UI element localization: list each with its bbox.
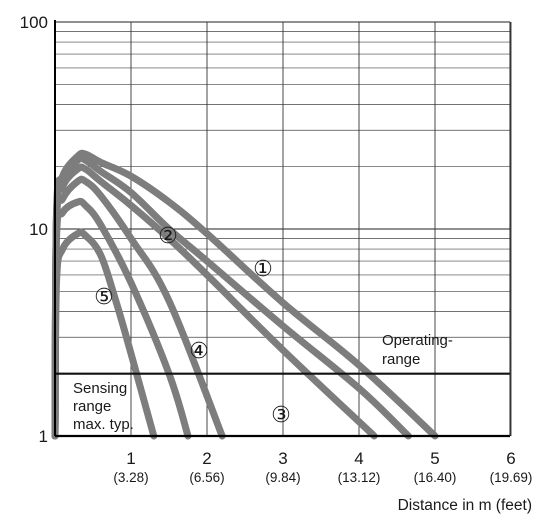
- curve-5: [51, 197, 192, 440]
- curve-label-2: ②: [158, 224, 178, 249]
- x-tick-sublabel: (16.40): [414, 470, 457, 485]
- curve-label-4: ④: [189, 339, 209, 364]
- x-tick-sublabel: (19.69): [490, 470, 533, 485]
- y-tick-label: 1: [39, 427, 48, 446]
- x-tick-sublabel: (9.84): [265, 470, 300, 485]
- x-tick-label: 1: [126, 449, 135, 468]
- curves: [51, 149, 439, 440]
- axes: [54, 20, 511, 438]
- y-tick-label: 10: [29, 220, 48, 239]
- curve-label-1: ①: [253, 257, 273, 282]
- sensing-range-line-2: range: [73, 398, 111, 415]
- curve-label-5: ⑤: [94, 285, 114, 310]
- x-tick-label: 4: [354, 449, 363, 468]
- curve-labels: ① ② ③ ④ ⑤: [94, 224, 291, 428]
- x-tick-label: 6: [506, 449, 515, 468]
- x-tick-label: 3: [278, 449, 287, 468]
- x-tick-label: 2: [202, 449, 211, 468]
- sensing-range-line-1: Sensing: [73, 380, 127, 397]
- curve-6: [51, 228, 158, 440]
- curve-label-3: ③: [271, 403, 291, 428]
- sensing-range-line-3: max. typ.: [73, 416, 134, 433]
- x-tick-labels: 1 (3.28) 2 (6.56) 3 (9.84) 4 (13.12) 5 (16.40) 6 (1…: [113, 449, 532, 485]
- x-tick-sublabel: (6.56): [189, 470, 224, 485]
- y-tick-label: 100: [20, 13, 48, 32]
- x-axis-label: Distance in m (feet): [398, 497, 532, 514]
- x-tick-sublabel: (3.28): [113, 470, 148, 485]
- y-tick-labels: 1 10 100: [20, 13, 48, 446]
- x-tick-sublabel: (13.12): [338, 470, 381, 485]
- x-tick-label: 5: [430, 449, 439, 468]
- operating-range-line-2: range: [382, 351, 420, 368]
- operating-range-line-1: Operating-: [382, 332, 453, 349]
